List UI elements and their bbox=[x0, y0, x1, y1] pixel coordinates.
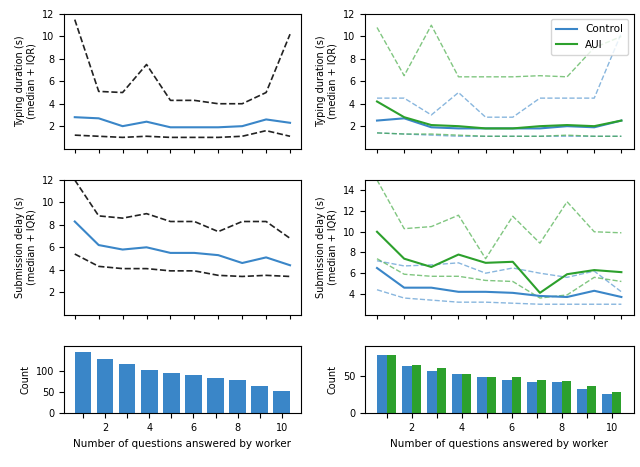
Line: AUI: AUI bbox=[377, 101, 621, 128]
AUI bbox=[482, 126, 490, 131]
Bar bbox=[512, 377, 521, 413]
Bar bbox=[527, 382, 537, 413]
Control bbox=[428, 125, 435, 130]
Bar bbox=[252, 386, 268, 413]
AUI bbox=[401, 114, 408, 120]
Bar bbox=[502, 381, 512, 413]
AUI bbox=[428, 122, 435, 128]
Control bbox=[482, 126, 490, 131]
Bar bbox=[207, 378, 224, 413]
Bar bbox=[387, 355, 396, 413]
Y-axis label: Submission delay (s)
(median + IQR): Submission delay (s) (median + IQR) bbox=[15, 197, 36, 298]
X-axis label: Number of questions answered by worker: Number of questions answered by worker bbox=[390, 439, 608, 449]
Bar bbox=[412, 365, 421, 413]
Y-axis label: Count: Count bbox=[327, 365, 337, 394]
AUI bbox=[618, 118, 625, 123]
Y-axis label: Typing duration (s)
(median + IQR): Typing duration (s) (median + IQR) bbox=[15, 35, 36, 127]
Bar bbox=[141, 369, 157, 413]
AUI bbox=[536, 123, 544, 129]
AUI bbox=[590, 123, 598, 129]
Legend: Control, AUI: Control, AUI bbox=[551, 19, 628, 55]
Bar bbox=[587, 386, 596, 413]
Bar bbox=[562, 381, 572, 413]
Bar bbox=[377, 355, 387, 413]
Control bbox=[590, 125, 598, 130]
Control bbox=[618, 118, 625, 123]
Bar bbox=[75, 352, 92, 413]
Bar bbox=[97, 360, 113, 413]
Bar bbox=[577, 389, 587, 413]
Control bbox=[401, 115, 408, 121]
Bar bbox=[602, 394, 612, 413]
Bar bbox=[119, 364, 136, 413]
Bar bbox=[402, 366, 412, 413]
X-axis label: Number of questions answered by worker: Number of questions answered by worker bbox=[74, 439, 291, 449]
Bar bbox=[185, 375, 202, 413]
Bar bbox=[486, 377, 496, 413]
Bar bbox=[452, 375, 461, 413]
Y-axis label: Count: Count bbox=[20, 365, 30, 394]
AUI bbox=[563, 122, 571, 128]
Bar bbox=[612, 392, 621, 413]
Bar bbox=[552, 382, 562, 413]
AUI bbox=[454, 123, 462, 129]
Control bbox=[563, 123, 571, 129]
Control bbox=[373, 118, 381, 123]
Bar bbox=[537, 381, 547, 413]
Bar bbox=[163, 373, 180, 413]
Y-axis label: Submission delay (s)
(median + IQR): Submission delay (s) (median + IQR) bbox=[316, 197, 337, 298]
Control bbox=[509, 126, 516, 131]
Bar bbox=[427, 371, 436, 413]
Bar bbox=[461, 375, 471, 413]
Bar bbox=[229, 380, 246, 413]
Bar bbox=[273, 390, 290, 413]
Y-axis label: Typing duration (s)
(median + IQR): Typing duration (s) (median + IQR) bbox=[316, 35, 337, 127]
Control bbox=[536, 126, 544, 131]
Line: Control: Control bbox=[377, 118, 621, 128]
Bar bbox=[436, 368, 446, 413]
Bar bbox=[477, 377, 486, 413]
Control bbox=[454, 126, 462, 131]
AUI bbox=[509, 126, 516, 131]
AUI bbox=[373, 99, 381, 104]
